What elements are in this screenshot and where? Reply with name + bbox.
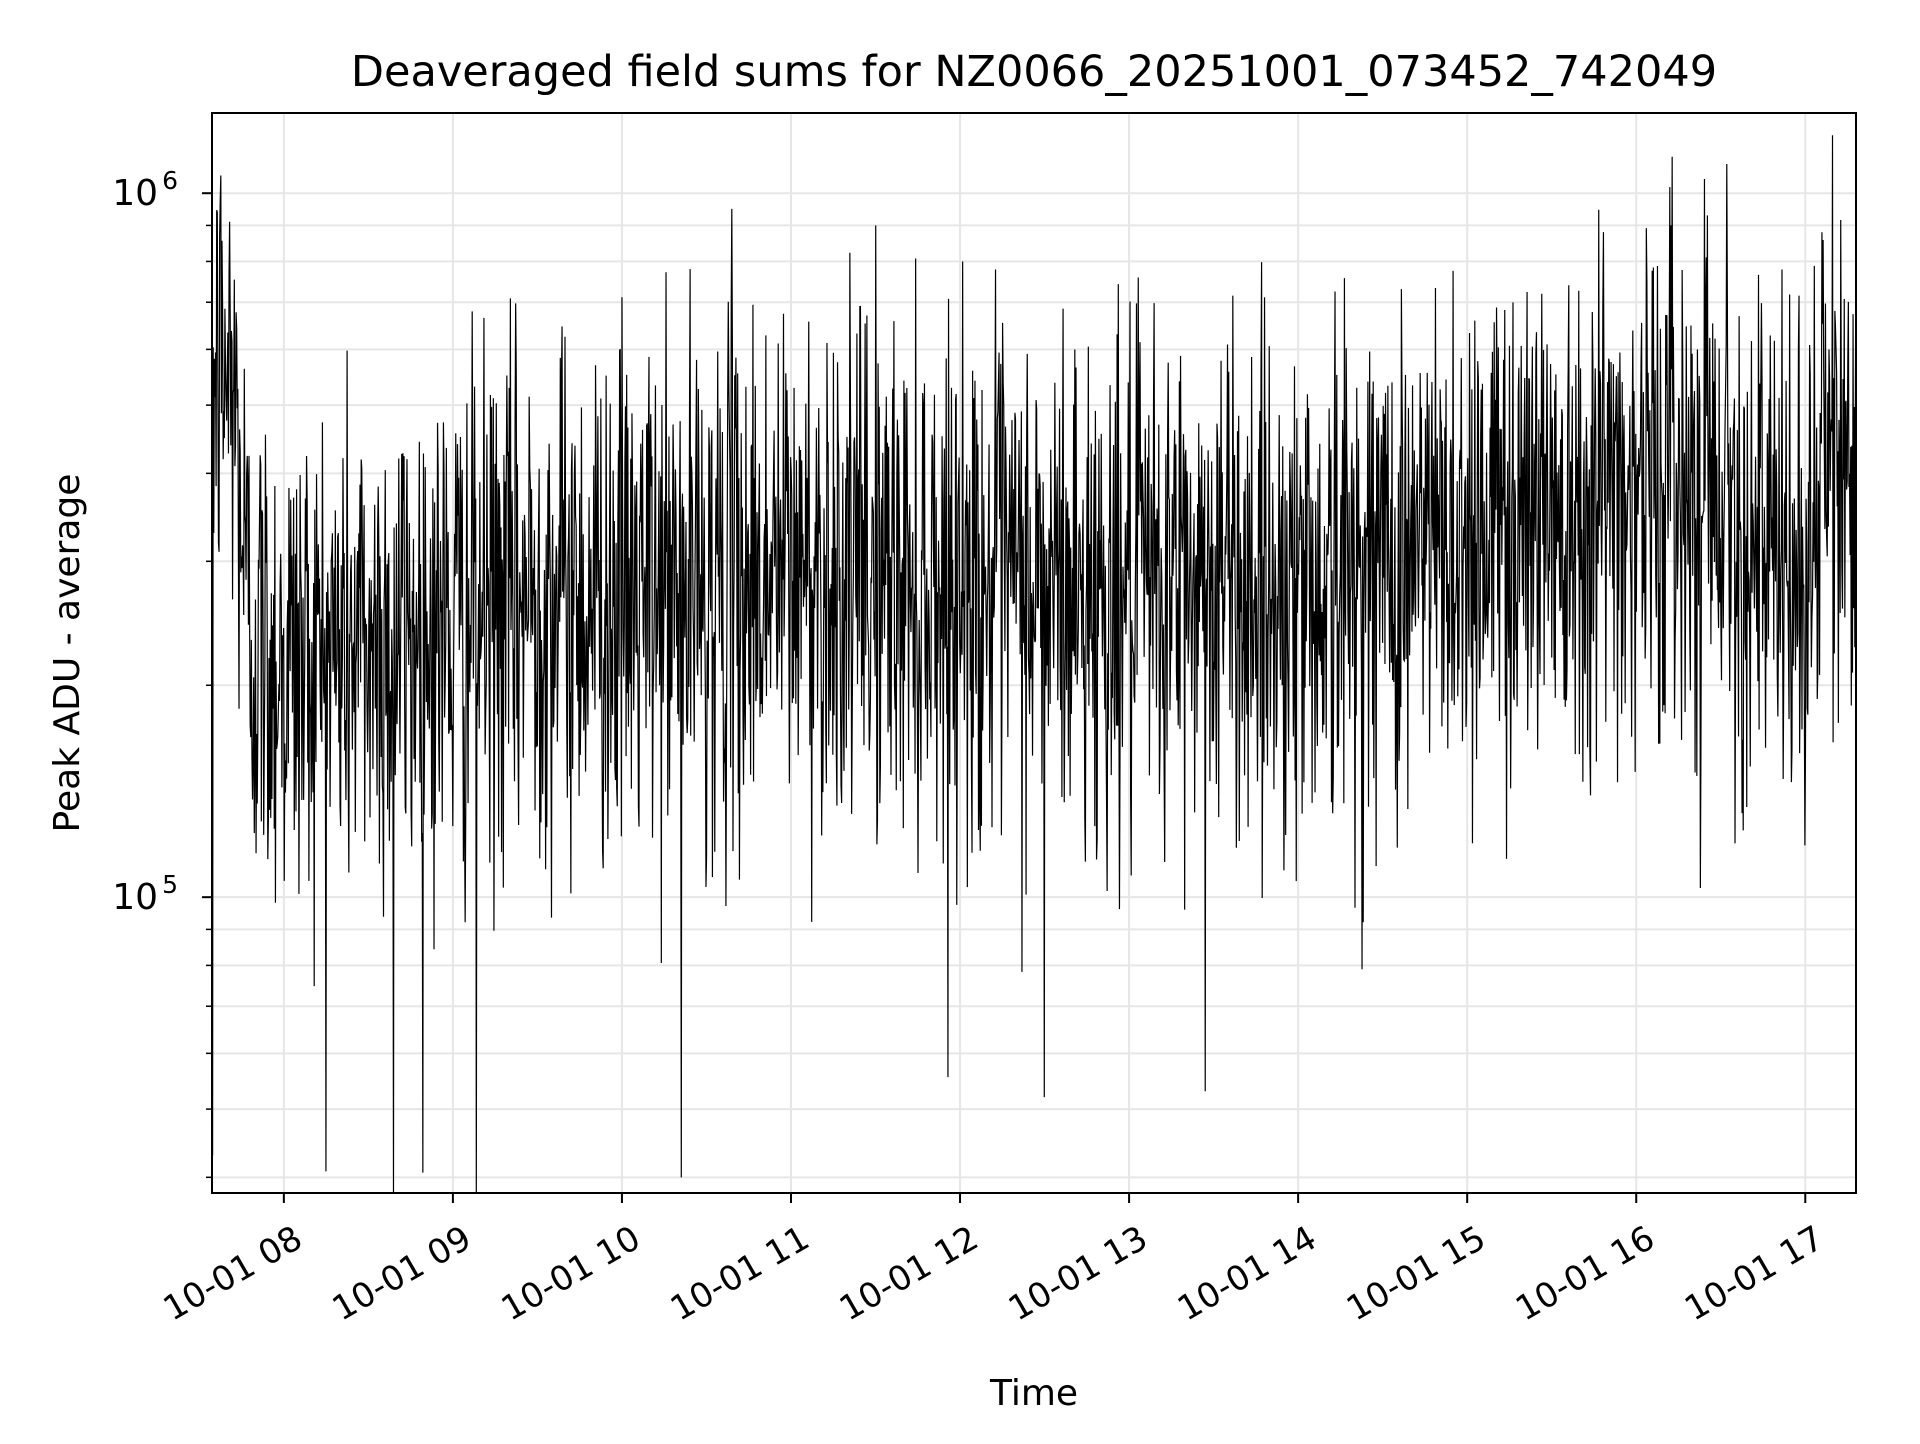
y-tick-exponent: 5 <box>162 870 178 899</box>
x-axis-label: Time <box>989 1373 1078 1414</box>
y-tick-label: 10 <box>112 877 158 918</box>
plot-layer <box>211 112 1857 1194</box>
y-tick-base: 10 <box>112 173 158 214</box>
series-line <box>211 112 1857 1194</box>
y-tick-label: 10 <box>112 173 158 214</box>
y-axis-label: Peak ADU - average <box>47 474 88 833</box>
plot-frame <box>211 112 1857 1194</box>
chart-title: Deaveraged field sums for NZ0066_2025100… <box>351 47 1717 97</box>
y-tick-base: 10 <box>112 877 158 918</box>
y-tick-exponent: 6 <box>162 166 178 195</box>
